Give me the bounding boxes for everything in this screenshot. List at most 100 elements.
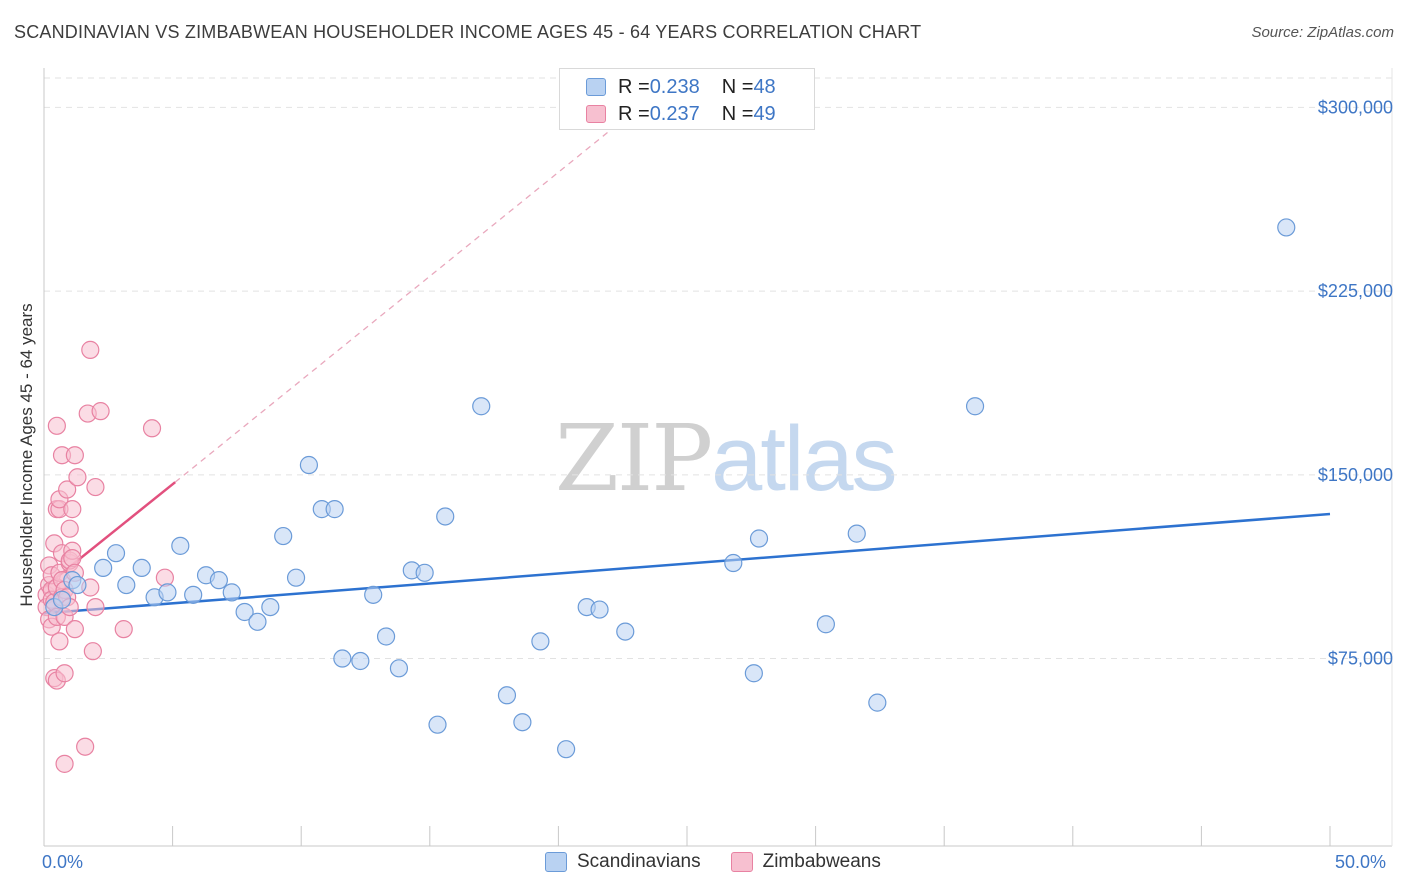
scandinavian-point (868, 693, 887, 712)
scandinavian-point (325, 500, 344, 519)
y-tick-label: $300,000 (1318, 97, 1393, 117)
scandinavian-point (171, 536, 190, 555)
legend-row-scandinavians: R = 0.238 N = 48 (586, 74, 776, 100)
scandinavian-point (235, 602, 254, 622)
scandinavian-point (744, 664, 763, 683)
zimbabwean-point (155, 568, 174, 587)
scandinavian-point (222, 583, 241, 602)
x-tick-label-max: 50.0% (1335, 852, 1387, 872)
zimbabwean-point (76, 737, 95, 756)
legend-r-value: 0.238 (649, 75, 700, 98)
y-tick-label: $75,000 (1328, 649, 1393, 669)
zimbabwean-point (58, 480, 77, 499)
zimbabwean-point (63, 500, 82, 519)
legend-r-value: 0.237 (649, 102, 700, 125)
zimbabwean-point (63, 549, 82, 568)
zimbabwean-point (142, 419, 162, 438)
zimbabwean-point (81, 340, 100, 359)
grid-layer (44, 77, 1392, 660)
y-tick-label: $150,000 (1318, 465, 1393, 485)
scandinavian-point (94, 558, 113, 578)
scandinavian-point (590, 600, 609, 619)
watermark: ZIPatlas (555, 405, 898, 512)
zimbabwean-point (91, 402, 110, 421)
trend-layer (43, 109, 1331, 615)
x-tick-label-min: 0.0% (42, 852, 84, 872)
zimbabwean-point (60, 519, 79, 538)
y-tick-label: $225,000 (1318, 281, 1393, 301)
watermark-zip: ZIP (555, 405, 713, 512)
scandinavian-point (749, 529, 769, 548)
scandinavian-point (436, 507, 455, 526)
scandinavian-point (209, 571, 228, 590)
scandinavian-point (68, 575, 87, 595)
zimbabwean-point (65, 620, 84, 639)
legend-row-zimbabweans: R = 0.237 N = 49 (586, 101, 776, 127)
scandinavian-point (286, 568, 306, 587)
scandinavian-point (531, 632, 550, 651)
zimbabwean-point (50, 632, 69, 651)
label-layer: $75,000 $150,000 $225,000 $300,000 (1318, 97, 1393, 668)
zimbabwean-point (83, 642, 102, 661)
trend-line-zimbabweans-extension (174, 109, 636, 483)
scandinavian-point (106, 544, 126, 563)
zimbabwean-point (55, 754, 74, 773)
scandinavian-point (52, 590, 72, 609)
trend-line-scandinavians (43, 512, 1331, 615)
scandinavian-point (513, 713, 532, 732)
legend-swatch-pink (586, 105, 606, 123)
scandinavian-point (415, 563, 434, 582)
scandinavian-point (184, 585, 203, 604)
legend-n-value: 49 (753, 102, 776, 125)
legend-swatch-pink (730, 852, 753, 872)
legend-label: Scandinavians (577, 851, 701, 872)
scandinavian-point (376, 627, 396, 646)
correlation-legend: R = 0.238 N = 48 R = 0.237 N = 49 (559, 68, 815, 130)
legend-item-zimbabweans[interactable]: Zimbabweans (730, 851, 881, 873)
scandinavian-point (724, 553, 743, 573)
scandinavian-point (497, 686, 517, 705)
zimbabwean-point (86, 597, 105, 617)
legend-swatch-blue (545, 852, 567, 872)
scandinavian-point (1277, 218, 1296, 237)
scandinavian-point (557, 740, 576, 759)
scandinavian-point (117, 575, 136, 595)
points-layer (37, 218, 1296, 773)
axis-layer (43, 68, 1393, 847)
scandinavian-point (428, 715, 447, 734)
scandinavian-point (158, 583, 177, 602)
scandinavian-point (364, 585, 383, 604)
legend-n-label: N = (721, 75, 754, 98)
legend-swatch-blue (586, 78, 606, 96)
zimbabwean-point (55, 664, 74, 683)
scandinavian-point (351, 651, 370, 671)
legend-label: Zimbabweans (762, 851, 881, 872)
zimbabwean-point (114, 620, 133, 639)
scandinavian-point (299, 455, 319, 475)
scandinavian-point (847, 524, 866, 543)
scandinavian-point (472, 397, 491, 416)
legend-r-label: R = (618, 75, 650, 98)
legend-n-value: 48 (753, 75, 776, 98)
series-legend: Scandinavians Zimbabweans (545, 851, 911, 873)
scandinavian-point (132, 558, 151, 578)
zimbabwean-point (47, 416, 66, 435)
zimbabwean-point (86, 477, 105, 497)
zimbabwean-point (68, 468, 87, 487)
scandinavian-point (616, 622, 635, 641)
scandinavian-point (389, 659, 409, 678)
legend-r-label: R = (618, 102, 650, 125)
y-axis-label: Householder Income Ages 45 - 64 years (17, 303, 36, 607)
source-label: Source: ZipAtlas.com (1251, 24, 1394, 41)
legend-n-label: N = (721, 102, 754, 125)
scandinavian-point (274, 526, 293, 546)
chart-title: SCANDINAVIAN VS ZIMBABWEAN HOUSEHOLDER I… (14, 22, 922, 42)
scandinavian-point (816, 615, 835, 634)
legend-item-scandinavians[interactable]: Scandinavians (545, 851, 701, 873)
scandinavian-point (248, 612, 267, 631)
watermark-atlas: atlas (711, 408, 897, 510)
scandinavian-point (965, 397, 985, 416)
scandinavian-point (261, 597, 280, 617)
scandinavian-point (333, 649, 352, 668)
